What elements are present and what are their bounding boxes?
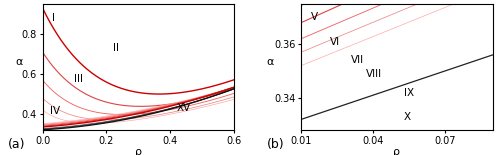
Y-axis label: α: α — [266, 57, 274, 67]
Text: VII: VII — [352, 55, 364, 65]
X-axis label: ρ: ρ — [134, 147, 141, 155]
Text: VIII: VIII — [366, 69, 382, 79]
Text: X: X — [404, 112, 411, 122]
Text: (b): (b) — [266, 138, 284, 151]
Y-axis label: α: α — [16, 57, 23, 67]
Text: (a): (a) — [8, 138, 25, 151]
Text: XV: XV — [176, 103, 191, 113]
Text: I: I — [52, 13, 55, 23]
Text: III: III — [74, 74, 84, 84]
Text: II: II — [112, 43, 118, 53]
X-axis label: ρ: ρ — [394, 147, 400, 155]
Text: IX: IX — [404, 88, 414, 97]
Text: IV: IV — [50, 106, 60, 116]
Text: V: V — [310, 12, 318, 22]
Text: VI: VI — [330, 37, 340, 46]
